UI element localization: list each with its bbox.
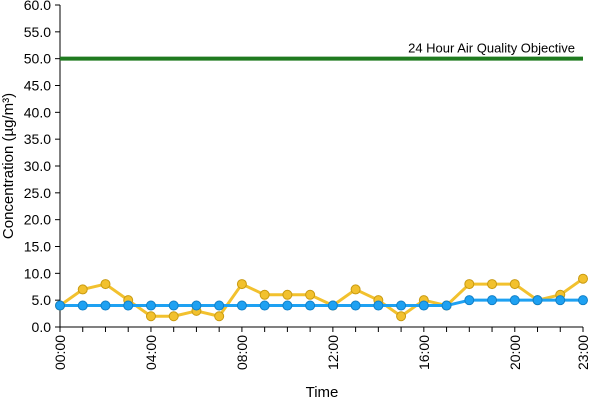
data-point xyxy=(350,300,361,311)
y-tick-label: 50.0 xyxy=(24,51,51,67)
data-point xyxy=(282,289,293,300)
data-point xyxy=(77,284,88,295)
x-tick-label: 12:00 xyxy=(325,335,341,370)
data-point xyxy=(168,311,179,322)
y-tick-label: 5.0 xyxy=(32,292,52,308)
data-point xyxy=(464,295,475,306)
data-point xyxy=(532,295,543,306)
x-tick-label: 16:00 xyxy=(416,335,432,370)
data-point xyxy=(168,300,179,311)
y-tick-label: 30.0 xyxy=(24,158,51,174)
series-layer xyxy=(55,273,588,322)
data-point xyxy=(100,279,111,290)
data-point xyxy=(55,300,65,311)
data-point xyxy=(282,300,293,311)
data-point xyxy=(487,279,498,290)
y-tick-label: 25.0 xyxy=(24,185,51,201)
x-tick-label: 20:00 xyxy=(507,335,523,370)
data-point xyxy=(327,300,338,311)
data-point xyxy=(396,300,407,311)
data-point xyxy=(145,311,156,322)
data-point xyxy=(396,311,407,322)
data-point xyxy=(555,295,566,306)
data-point xyxy=(305,289,316,300)
axes-layer xyxy=(55,4,584,332)
reference-layer: 24 Hour Air Quality Objective xyxy=(60,41,583,61)
data-point xyxy=(418,300,429,311)
objective-reference-label: 24 Hour Air Quality Objective xyxy=(408,41,575,56)
y-axis-title: Concentration (µg/m³) xyxy=(0,93,17,239)
data-point xyxy=(214,300,225,311)
data-point xyxy=(509,279,520,290)
data-point xyxy=(464,279,475,290)
series-1 xyxy=(55,295,588,311)
x-tick-label: 08:00 xyxy=(234,335,250,370)
x-tick-label: 00:00 xyxy=(52,335,68,370)
x-tick-label: 04:00 xyxy=(143,335,159,370)
data-point xyxy=(145,300,156,311)
y-tick-label: 0.0 xyxy=(32,319,52,335)
data-point xyxy=(100,300,111,311)
y-tick-label: 10.0 xyxy=(24,265,51,281)
tick-label-layer: 0.0 5.0 10.0 15.0 20.0 25.0 30.0 35.0 40.0 45.0 50… xyxy=(24,0,591,370)
data-point xyxy=(214,311,225,322)
data-point xyxy=(236,279,247,290)
data-point xyxy=(441,300,452,311)
y-tick-label: 35.0 xyxy=(24,131,51,147)
y-tick-label: 15.0 xyxy=(24,239,51,255)
y-tick-label: 55.0 xyxy=(24,24,51,40)
series-0 xyxy=(55,273,588,322)
series-line xyxy=(58,277,585,318)
data-point xyxy=(487,295,498,306)
y-tick-label: 60.0 xyxy=(24,0,51,13)
data-point xyxy=(77,300,88,311)
y-tick-label: 20.0 xyxy=(24,212,51,228)
data-point xyxy=(191,300,202,311)
data-point xyxy=(350,284,361,295)
data-point xyxy=(236,300,247,311)
y-tick-label: 45.0 xyxy=(24,78,51,94)
data-point xyxy=(305,300,316,311)
y-tick-label: 40.0 xyxy=(24,104,51,120)
data-point xyxy=(373,300,384,311)
data-point xyxy=(259,289,270,300)
data-point xyxy=(123,300,134,311)
data-point xyxy=(578,295,588,306)
data-point xyxy=(578,273,588,284)
x-tick-label: 23:00 xyxy=(575,335,591,370)
data-point xyxy=(509,295,520,306)
data-point xyxy=(259,300,270,311)
x-axis-title: Time xyxy=(306,384,339,400)
